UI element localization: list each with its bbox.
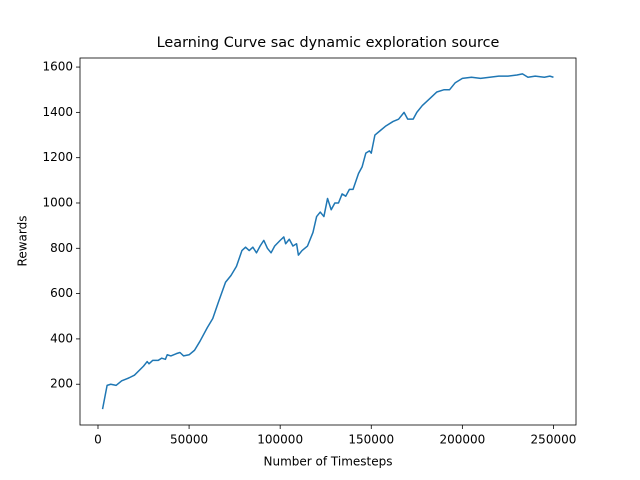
- x-tick-label: 200000: [439, 433, 485, 447]
- x-tick-label: 150000: [348, 433, 394, 447]
- y-tick-label: 1000: [42, 195, 73, 209]
- line: [101, 73, 554, 410]
- x-tick-label: 100000: [257, 433, 303, 447]
- x-tick-label: 250000: [531, 433, 577, 447]
- x-tick-label: 50000: [170, 433, 208, 447]
- y-tick-label: 200: [50, 377, 73, 391]
- y-tick-label: 400: [50, 331, 73, 345]
- x-tick-label: 0: [94, 433, 102, 447]
- y-tick-label: 800: [50, 241, 73, 255]
- y-tick-label: 1600: [42, 60, 73, 74]
- y-tick-label: 1400: [42, 105, 73, 119]
- plot-frame: [79, 57, 577, 426]
- chart-title: Learning Curve sac dynamic exploration s…: [157, 35, 500, 51]
- y-axis-label: Rewards: [16, 216, 30, 267]
- y-tick-label: 1200: [42, 150, 73, 164]
- x-axis-label: Number of Timesteps: [264, 455, 393, 469]
- y-tick-label: 600: [50, 286, 73, 300]
